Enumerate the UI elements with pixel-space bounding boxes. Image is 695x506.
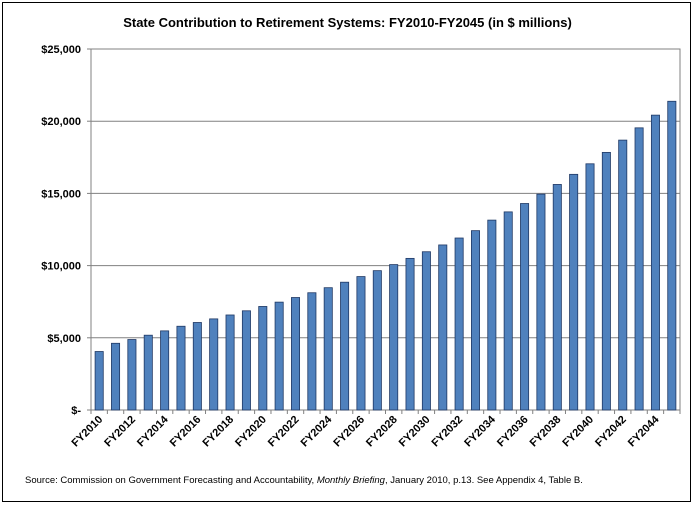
x-tick-label: FY2036 <box>495 414 531 450</box>
bar <box>405 257 415 411</box>
bar <box>274 301 284 411</box>
bar <box>176 325 186 411</box>
bar <box>536 193 546 411</box>
x-tick-label: FY2024 <box>299 413 335 449</box>
bar <box>372 270 382 411</box>
x-tick-label: FY2030 <box>397 414 433 450</box>
bar <box>487 219 497 411</box>
source-note: Source: Commission on Government Forecas… <box>25 475 685 486</box>
x-tick-label: FY2028 <box>364 414 400 450</box>
x-tick-label: FY2042 <box>593 414 629 450</box>
source-publication: Monthly Briefing <box>316 475 385 486</box>
bar <box>389 264 399 411</box>
x-tick-label: FY2012 <box>102 414 138 450</box>
bar-chart: $- $5,000 $10,000 $15,000 $20,000 $25,000 FY20… <box>41 44 681 450</box>
x-tick-label: FY2044 <box>626 413 662 449</box>
y-tick-label: $25,000 <box>41 44 81 56</box>
x-tick-label: FY2020 <box>233 414 269 450</box>
bar <box>356 276 366 411</box>
bar <box>291 297 301 411</box>
bar <box>634 127 644 411</box>
y-tick-label: $- <box>71 405 81 417</box>
bar <box>323 287 333 411</box>
bar <box>307 292 317 411</box>
bar <box>650 114 660 411</box>
y-tick-label: $5,000 <box>47 333 81 345</box>
source-suffix: , January 2010, p.13. See Appendix 4, Ta… <box>384 475 583 486</box>
bar <box>127 339 137 411</box>
x-tick-label: FY2016 <box>168 414 204 450</box>
bar <box>340 281 350 411</box>
bar <box>421 251 431 411</box>
bar <box>520 203 530 411</box>
bar <box>618 139 628 411</box>
bar <box>601 151 611 411</box>
bar <box>585 163 595 411</box>
y-tick-label: $15,000 <box>41 188 81 200</box>
chart-title: State Contribution to Retirement Systems… <box>123 15 572 30</box>
bar <box>209 318 219 411</box>
bar <box>470 230 480 411</box>
bar <box>111 342 121 411</box>
bar <box>94 351 104 411</box>
x-tick-label: FY2038 <box>528 414 564 450</box>
bar <box>667 100 677 411</box>
bar <box>438 244 448 411</box>
bar <box>143 334 153 411</box>
y-tick-label: $10,000 <box>41 261 81 273</box>
bar <box>241 310 251 411</box>
bar <box>160 330 170 411</box>
bar <box>503 211 513 411</box>
x-tick-label: FY2018 <box>200 414 236 450</box>
bar <box>569 173 579 411</box>
bar <box>552 184 562 411</box>
x-tick-label: FY2010 <box>70 414 106 450</box>
y-tick-label: $20,000 <box>41 116 81 128</box>
bar <box>454 237 464 411</box>
bar <box>192 322 202 411</box>
x-tick-label: FY2034 <box>462 413 498 449</box>
bar <box>225 314 235 411</box>
x-tick-label: FY2014 <box>135 413 171 449</box>
x-tick-label: FY2022 <box>266 414 302 450</box>
chart-frame: State Contribution to Retirement Systems… <box>2 2 691 502</box>
bar <box>258 306 268 411</box>
source-prefix: Source: Commission on Government Forecas… <box>25 475 317 486</box>
x-tick-label: FY2026 <box>331 414 367 450</box>
x-tick-label: FY2032 <box>430 414 466 450</box>
x-tick-label: FY2040 <box>560 414 596 450</box>
